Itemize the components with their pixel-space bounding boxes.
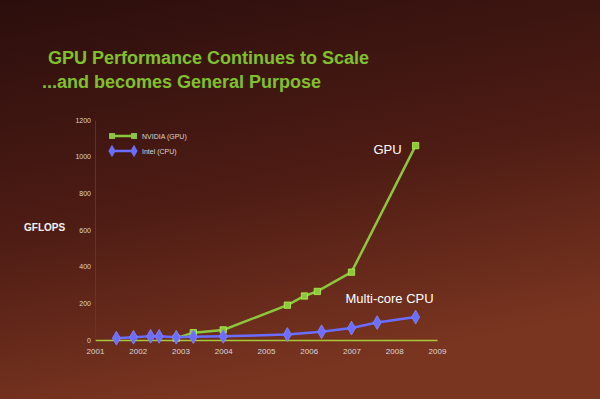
series-marker (129, 330, 137, 344)
y-tick: 1200 (75, 117, 95, 124)
x-tick: 2009 (429, 340, 447, 356)
legend-marker (108, 145, 115, 157)
y-tick: 1000 (75, 153, 95, 160)
y-tick-label: 1200 (75, 117, 91, 124)
series-marker (412, 143, 418, 149)
legend-label: Intel (CPU) (142, 148, 177, 156)
legend-marker (130, 145, 137, 157)
series-marker (172, 330, 180, 344)
chart: GPU Performance Continues to Scale ...and… (0, 0, 600, 399)
x-tick-label: 2004 (215, 347, 233, 356)
y-axis-line (95, 121, 96, 341)
series-marker (189, 330, 197, 344)
series-marker (155, 329, 163, 343)
y-tick-label: 400 (79, 263, 91, 270)
series-marker (348, 321, 356, 335)
annotation: GPU (373, 142, 401, 157)
y-tick: 0 (87, 337, 95, 344)
x-tick-label: 2002 (129, 347, 147, 356)
legend-swatch (112, 135, 134, 138)
x-tick-label: 2006 (300, 347, 318, 356)
subtitle: ...and becomes General Purpose (42, 72, 321, 92)
legend-item: NVIDIA (GPU) (109, 133, 187, 141)
x-tick: 2007 (343, 340, 361, 356)
series-line (176, 146, 415, 338)
x-tick-label: 2009 (429, 347, 447, 356)
y-tick-label: 0 (87, 337, 91, 344)
series-marker (284, 302, 290, 308)
x-tick-label: 2007 (343, 347, 361, 356)
x-axis-line (96, 340, 438, 342)
x-axis: 2001 2002 2003 2004 2005 2006 2007 2008 2009 (87, 340, 447, 356)
y-tick: 800 (79, 190, 95, 197)
annotation: Multi-core CPU (346, 291, 434, 306)
x-tick-label: 2005 (258, 347, 276, 356)
series-marker (283, 328, 291, 342)
y-axis-title: GFLOPS (24, 222, 65, 233)
legend-label: NVIDIA (GPU) (142, 133, 187, 141)
x-tick-label: 2003 (172, 347, 190, 356)
y-tick-label: 1000 (75, 153, 91, 160)
series-marker (147, 329, 155, 343)
series-marker (314, 288, 320, 294)
legend-marker (131, 133, 137, 139)
y-axis: 0 200 400 600 800 1000 1200 (75, 117, 95, 344)
y-tick-label: 200 (79, 300, 91, 307)
y-tick: 400 (79, 263, 95, 270)
title: GPU Performance Continues to Scale (48, 48, 369, 68)
x-tick: 2005 (258, 340, 276, 356)
series-marker (112, 331, 120, 345)
y-tick-label: 800 (79, 190, 91, 197)
x-tick: 2006 (300, 340, 318, 356)
series-marker (373, 316, 381, 330)
legend-item: Intel (CPU) (108, 145, 176, 157)
y-tick-label: 600 (79, 227, 91, 234)
series-marker (348, 269, 354, 275)
series-marker (301, 293, 307, 299)
legend-marker (109, 133, 115, 139)
plot-area (112, 143, 419, 346)
y-tick: 600 (79, 227, 95, 234)
series-marker (318, 325, 326, 339)
x-tick-label: 2008 (386, 347, 404, 356)
series-marker (412, 310, 420, 324)
legend: NVIDIA (GPU) Intel (CPU) (108, 133, 186, 157)
background (0, 0, 600, 399)
series-marker (219, 329, 227, 343)
x-tick-label: 2001 (87, 347, 105, 356)
y-tick: 200 (79, 300, 95, 307)
x-tick: 2008 (386, 340, 404, 356)
